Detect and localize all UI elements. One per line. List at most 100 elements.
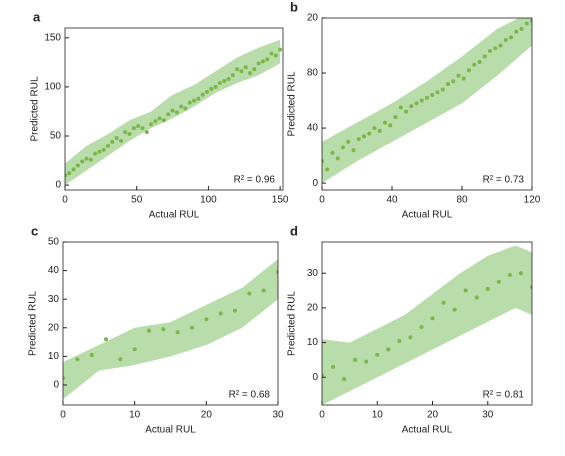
data-point xyxy=(192,98,197,103)
x-axis-label: Actual RUL xyxy=(402,425,453,436)
panel-label: d xyxy=(290,223,298,238)
data-point xyxy=(235,67,240,72)
data-point xyxy=(261,288,266,293)
x-tick-label: 10 xyxy=(129,410,141,421)
panel-label: a xyxy=(33,9,41,24)
x-tick-label: 0 xyxy=(60,410,66,421)
data-point xyxy=(93,151,98,156)
data-point xyxy=(187,100,192,105)
data-point xyxy=(80,159,85,164)
data-point xyxy=(265,57,270,62)
data-point xyxy=(408,335,413,340)
data-point xyxy=(461,76,466,81)
data-point xyxy=(397,338,402,343)
data-point xyxy=(132,347,137,352)
data-point xyxy=(118,138,123,143)
plot-frame xyxy=(321,241,533,406)
data-point xyxy=(127,132,132,137)
data-point xyxy=(341,145,345,150)
data-point xyxy=(230,73,235,78)
data-point xyxy=(75,357,80,362)
data-point xyxy=(435,90,440,95)
x-tick-label: 40 xyxy=(386,195,398,206)
data-point xyxy=(196,96,201,101)
data-point xyxy=(419,324,424,329)
data-point xyxy=(226,77,231,82)
x-tick-label: 0 xyxy=(319,410,325,421)
data-point xyxy=(496,279,501,284)
data-point xyxy=(414,101,419,106)
data-point xyxy=(488,49,492,54)
x-tick-label: 0 xyxy=(62,195,68,206)
data-point xyxy=(179,104,184,109)
data-point xyxy=(97,149,102,154)
data-point xyxy=(472,62,477,67)
data-point xyxy=(375,352,380,357)
y-tick-label: 0 xyxy=(55,180,61,191)
data-point xyxy=(252,67,257,72)
data-point xyxy=(63,375,65,380)
y-tick-label: 0 xyxy=(53,380,59,391)
data-point xyxy=(166,112,171,117)
y-tick-label: 20 xyxy=(48,322,60,333)
x-tick-label: 100 xyxy=(200,195,217,206)
y-axis-label: Predicted RUL xyxy=(30,76,41,141)
y-tick-label: 30 xyxy=(48,294,60,305)
data-point xyxy=(170,108,175,113)
data-point xyxy=(425,95,429,100)
data-point xyxy=(451,79,456,84)
data-point xyxy=(101,147,106,152)
data-point xyxy=(161,118,166,123)
data-point xyxy=(482,54,487,59)
y-axis-label: Predicted RUL xyxy=(28,291,39,356)
data-point xyxy=(509,35,513,40)
data-point xyxy=(383,120,387,125)
data-point xyxy=(498,43,503,48)
data-point xyxy=(174,110,179,115)
y-tick-label: 30 xyxy=(307,268,319,279)
panel-label: c xyxy=(31,223,38,238)
x-tick-label: 0 xyxy=(319,195,325,206)
data-point xyxy=(351,148,356,153)
data-point xyxy=(325,167,330,172)
data-point xyxy=(331,364,336,369)
data-point xyxy=(190,325,194,330)
data-point xyxy=(456,73,461,78)
data-point xyxy=(386,347,391,352)
data-point xyxy=(342,376,347,381)
data-point xyxy=(446,82,450,87)
data-point xyxy=(118,357,123,362)
y-tick-label: 10 xyxy=(48,351,60,362)
x-tick-label: 150 xyxy=(272,195,289,206)
data-point xyxy=(398,105,403,110)
data-point xyxy=(485,286,490,291)
data-point xyxy=(209,86,214,91)
x-axis-label: Actual RUL xyxy=(402,210,453,221)
data-point xyxy=(114,135,119,140)
y-tick-label: 40 xyxy=(48,265,60,276)
data-point xyxy=(200,92,205,97)
y-tick-label: 80 xyxy=(307,68,319,79)
data-point xyxy=(503,38,508,43)
data-point xyxy=(467,68,471,73)
data-point xyxy=(183,106,188,111)
data-point xyxy=(106,143,111,148)
data-point xyxy=(388,123,393,128)
data-point xyxy=(239,69,244,74)
data-point xyxy=(273,53,278,58)
data-point xyxy=(335,156,340,161)
x-tick-label: 20 xyxy=(201,410,213,421)
y-tick-label: 20 xyxy=(307,303,319,314)
data-point xyxy=(530,18,532,23)
x-tick-label: 120 xyxy=(524,195,541,206)
data-point xyxy=(104,337,108,342)
data-point xyxy=(493,46,498,51)
data-point xyxy=(377,128,382,133)
x-tick-label: 50 xyxy=(131,195,143,206)
data-point xyxy=(372,126,377,131)
data-point xyxy=(217,80,222,85)
y-axis-label: Predicted RUL xyxy=(287,291,298,356)
data-point xyxy=(213,84,218,89)
data-point xyxy=(440,87,445,92)
